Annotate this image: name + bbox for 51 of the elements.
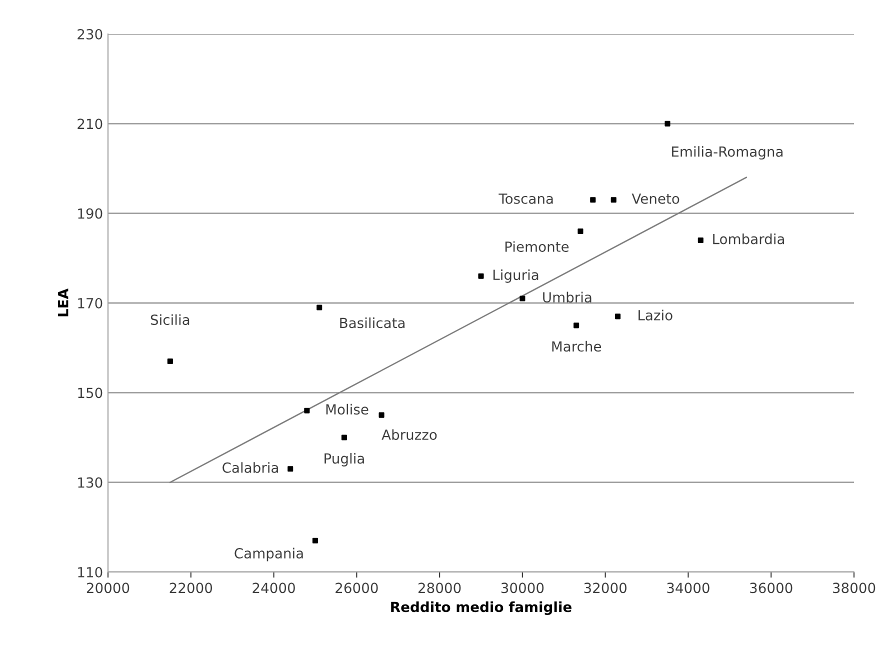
point xyxy=(478,273,484,279)
y-tick-label: 130 xyxy=(78,477,102,488)
y-tick-label: 210 xyxy=(78,118,102,130)
annotation: Molise xyxy=(326,404,368,415)
point xyxy=(590,197,596,203)
x-tick-label: 24000 xyxy=(252,582,295,594)
point xyxy=(574,322,580,328)
annotation: Toscana xyxy=(498,194,553,204)
x-tick-label: 32000 xyxy=(584,582,626,594)
annotation: Umbria xyxy=(543,292,592,303)
point xyxy=(378,412,384,418)
annotation: Marche xyxy=(552,340,602,352)
x-tick-label: 36000 xyxy=(750,582,792,594)
annotation: Liguria xyxy=(493,269,538,283)
point xyxy=(304,408,310,414)
point xyxy=(578,228,584,234)
point xyxy=(610,197,616,203)
point xyxy=(614,314,621,320)
point xyxy=(341,434,348,440)
point xyxy=(664,120,670,126)
x-axis-title: Reddito medio famiglie xyxy=(391,601,572,615)
x-tick-label: 30000 xyxy=(501,582,544,594)
annotation: Emilia-Romagna xyxy=(672,146,783,160)
annotation: Lazio xyxy=(638,310,672,320)
annotation: Puglia xyxy=(324,453,364,466)
x-tick-label: 28000 xyxy=(418,582,461,594)
point xyxy=(520,296,526,302)
point xyxy=(316,304,322,310)
y-tick-label: 110 xyxy=(78,566,102,578)
annotation: Sicilia xyxy=(150,314,190,326)
annotation: Basilicata xyxy=(340,317,405,328)
y-tick-label: 170 xyxy=(78,298,102,308)
y-tick-label: 190 xyxy=(78,208,102,219)
x-tick-label: 26000 xyxy=(336,582,378,594)
annotation: Piemonte xyxy=(505,241,569,252)
point xyxy=(698,237,704,244)
point xyxy=(167,358,173,364)
point xyxy=(312,538,318,544)
x-tick-label: 34000 xyxy=(667,582,710,594)
x-tick-label: 20000 xyxy=(86,582,130,594)
x-tick-label: 22000 xyxy=(170,582,212,594)
y-tick-label: 230 xyxy=(78,28,102,40)
annotation: Lombardia xyxy=(713,234,784,244)
point xyxy=(288,466,294,472)
y-tick-label: 150 xyxy=(78,388,102,398)
x-tick-label: 38000 xyxy=(832,582,876,594)
annotation: Veneto xyxy=(632,194,680,204)
annotation: Calabria xyxy=(222,462,278,473)
y-axis-title: LEA xyxy=(58,288,68,316)
annotation: Abruzzo xyxy=(382,429,437,440)
annotation: Campania xyxy=(234,548,303,562)
